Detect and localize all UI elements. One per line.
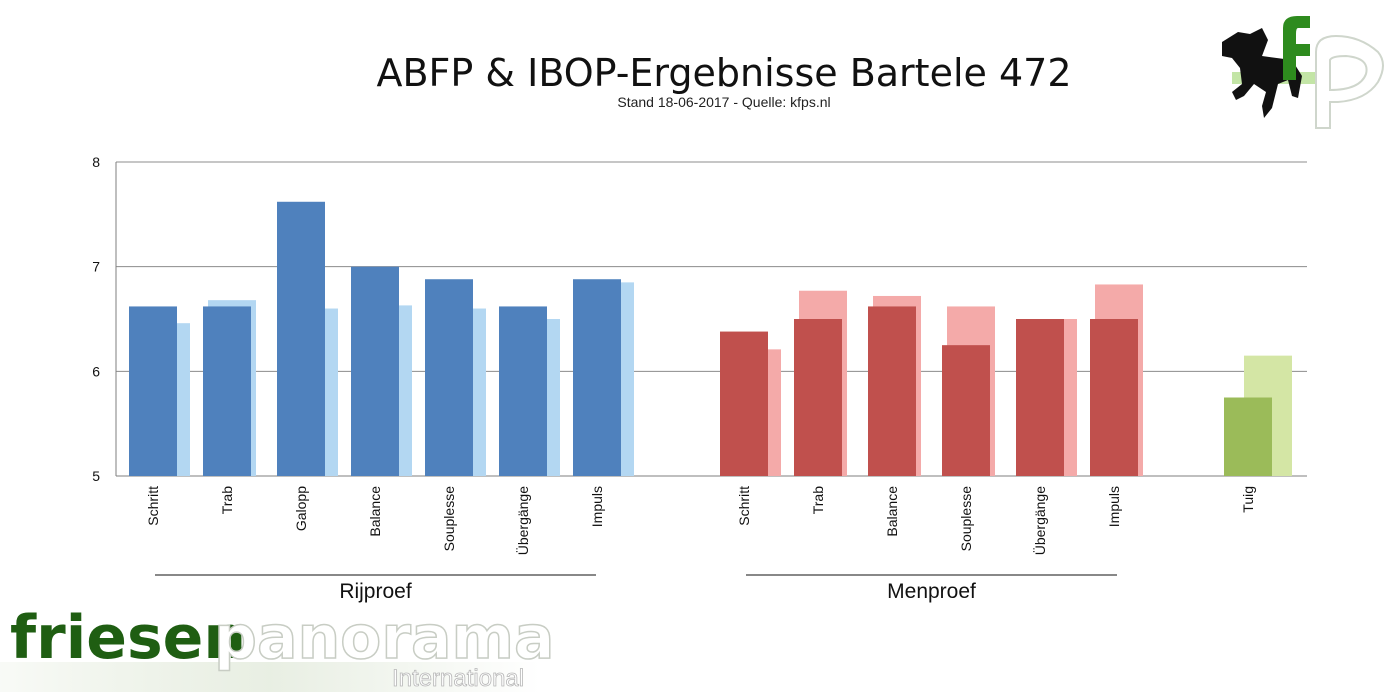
primary-bar xyxy=(1090,319,1138,476)
secondary-bar xyxy=(399,305,412,476)
primary-bar xyxy=(573,279,621,476)
primary-bar xyxy=(277,201,325,477)
x-tick-label: Galopp xyxy=(293,486,309,531)
primary-bar xyxy=(942,345,990,476)
primary-bar xyxy=(499,306,547,476)
primary-bar xyxy=(203,306,251,476)
primary-bar xyxy=(1224,397,1272,476)
x-tick-label: Balance xyxy=(367,486,383,537)
x-tick-label: Schritt xyxy=(736,486,752,526)
logo-letter-f-icon xyxy=(1283,16,1310,80)
chart-title: ABFP & IBOP-Ergebnisse Bartele 472 xyxy=(376,51,1071,95)
friesenpanorama-watermark: friesen panorama International xyxy=(0,602,555,692)
y-tick-label: 6 xyxy=(92,363,100,379)
x-tick-label: Impuls xyxy=(589,486,605,527)
x-tick-label: Schritt xyxy=(145,486,161,526)
secondary-bar xyxy=(325,308,338,476)
x-tick-label: Trab xyxy=(810,486,826,514)
chart-subtitle: Stand 18-06-2017 - Quelle: kfps.nl xyxy=(617,94,830,110)
logo-letter-p-icon xyxy=(1315,34,1384,129)
secondary-bar xyxy=(473,308,486,476)
watermark-word-1: friesen xyxy=(10,603,246,673)
x-tick-label: Übergänge xyxy=(1031,486,1048,555)
x-tick-label: Balance xyxy=(884,486,900,537)
watermark-subtitle: International xyxy=(392,665,524,692)
tick-labels: 5 6 7 8 Schritt Trab Galopp Balance Souplesse Übe… xyxy=(92,154,1256,555)
horse-logo-icon xyxy=(1222,28,1302,118)
kfps-logo xyxy=(1222,16,1384,129)
x-tick-label: Souplesse xyxy=(441,486,457,552)
group-label: Menproef xyxy=(887,580,976,603)
primary-bar xyxy=(868,306,916,476)
y-tick-label: 5 xyxy=(92,468,100,484)
primary-bar xyxy=(129,306,177,476)
secondary-bar xyxy=(621,282,634,476)
primary-bar xyxy=(351,266,399,476)
primary-bar xyxy=(794,319,842,476)
bars xyxy=(129,201,1292,477)
secondary-bar xyxy=(177,323,190,476)
secondary-bar xyxy=(547,319,560,476)
group-labels: Rijproef Menproef xyxy=(155,574,1117,603)
y-tick-label: 7 xyxy=(92,259,100,275)
secondary-bar xyxy=(1064,319,1077,476)
x-tick-label: Impuls xyxy=(1106,486,1122,527)
y-tick-label: 8 xyxy=(92,154,100,170)
watermark-word-2: panorama xyxy=(214,603,554,673)
group-label: Rijproef xyxy=(339,580,412,603)
x-tick-label: Tuig xyxy=(1240,486,1256,513)
x-tick-label: Trab xyxy=(219,486,235,514)
x-tick-label: Übergänge xyxy=(514,486,531,555)
secondary-bar xyxy=(768,349,781,476)
primary-bar xyxy=(720,331,768,476)
primary-bar xyxy=(1016,319,1064,476)
x-tick-label: Souplesse xyxy=(958,486,974,552)
primary-bar xyxy=(425,279,473,476)
